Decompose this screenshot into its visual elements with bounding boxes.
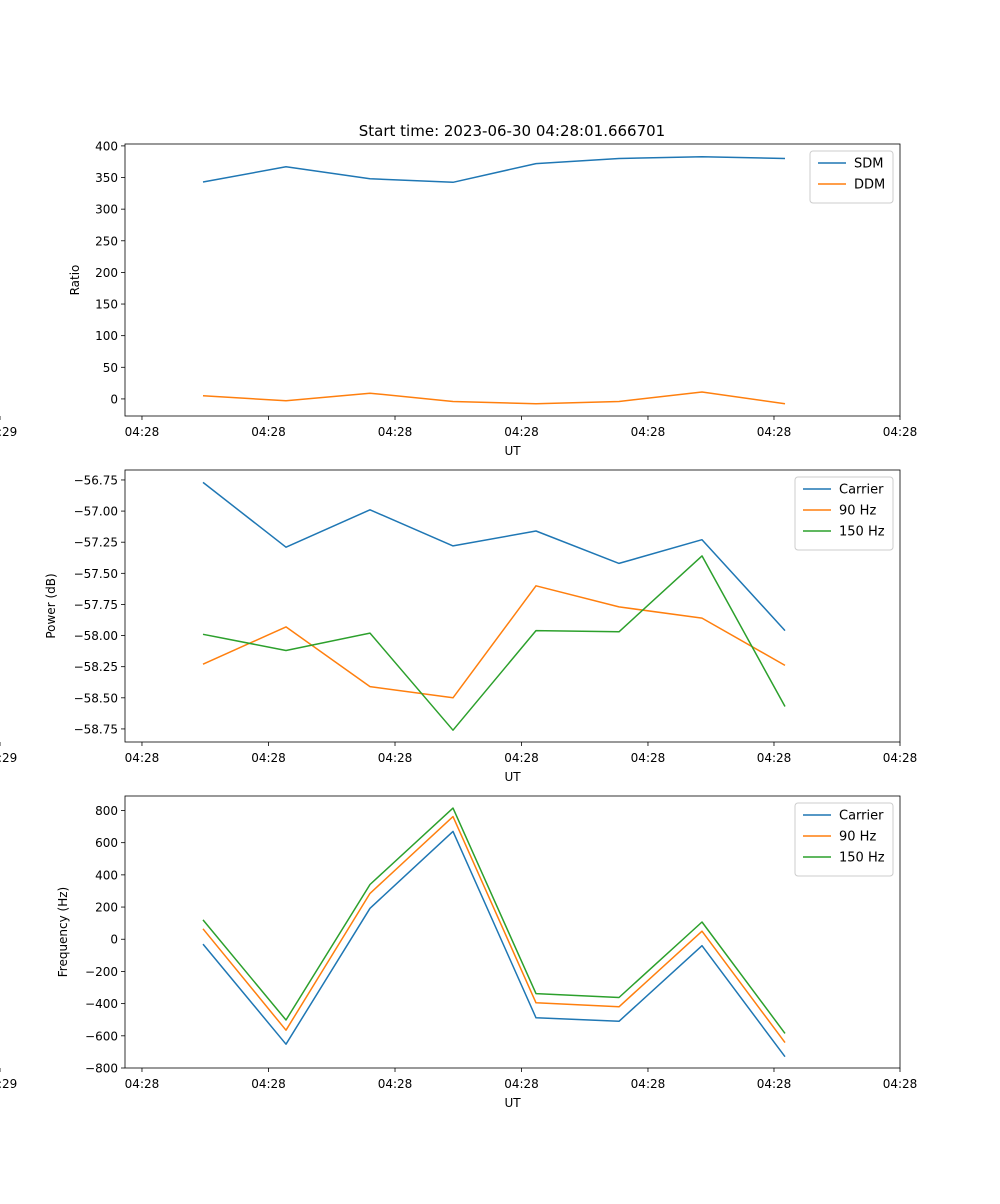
x-tick-label: 04:28 [125,1077,160,1091]
y-tick-label: −400 [85,997,118,1011]
axes-frame-2 [124,469,901,743]
y-axis-label: Frequency (Hz) [56,887,70,978]
legend-entry: Carrier [839,809,884,824]
series-line-150-hz [202,555,786,731]
legend-entry: 150 Hz [839,525,885,540]
y-tick-label: −57.50 [74,567,118,581]
legend-entry: SDM [854,157,883,172]
x-tick-label: 04:28 [757,751,792,765]
x-tick-label: 04:28 [631,751,666,765]
y-tick-label: −58.25 [74,660,118,674]
y-tick-label: −58.50 [74,691,118,705]
y-axis-label: Ratio [68,265,82,296]
legend-entry: DDM [854,178,885,193]
axes-frame-3 [124,795,901,1069]
y-tick-label: 0 [110,933,118,947]
y-tick-label: 250 [95,234,118,248]
series-line-carrier [202,830,786,1058]
x-tick-label: 04:28 [251,1077,286,1091]
y-tick-label: −57.75 [74,598,118,612]
y-axis-label: Power (dB) [44,573,58,638]
y-tick-label: −57.00 [74,505,118,519]
x-tick-label: 04:28 [757,425,792,439]
y-tick-label: 800 [95,804,118,818]
y-tick-label: 50 [103,361,118,375]
legend-box [809,150,894,204]
x-tick-label: 04:28 [883,751,918,765]
y-tick-label: 300 [95,203,118,217]
series-line-90-hz [202,815,786,1044]
y-tick-label: 400 [95,139,118,153]
series-line-sdm [202,155,786,184]
series-line-90-hz [202,585,786,699]
x-tick-label: 04:28 [378,1077,413,1091]
x-tick-label: 04:28 [504,425,539,439]
y-tick-label: 600 [95,836,118,850]
x-tick-label: 04:28 [883,425,918,439]
x-tick-label: 04:28 [378,751,413,765]
x-tick-label: 04:28 [631,1077,666,1091]
y-tick-label: 0 [110,392,118,406]
series-line-ddm [202,391,786,405]
y-tick-label: −56.75 [74,473,118,487]
x-tick-label: 04:28 [883,1077,918,1091]
y-tick-label: 400 [95,868,118,882]
x-tick-label: 04:28 [251,425,286,439]
y-tick-label: 200 [95,901,118,915]
y-tick-label: 200 [95,266,118,280]
y-tick-label: 100 [95,329,118,343]
x-tick-label: 04:28 [251,751,286,765]
x-axis-label: UT [504,444,521,458]
x-tick-label: 04:29 [0,751,17,765]
y-tick-label: −58.00 [74,629,118,643]
legend-entry: Carrier [839,483,884,498]
x-tick-label: 04:28 [125,751,160,765]
y-tick-label: −57.25 [74,536,118,550]
y-tick-label: 150 [95,298,118,312]
y-tick-label: −58.75 [74,722,118,736]
y-tick-label: −200 [85,965,118,979]
x-tick-label: 04:28 [504,751,539,765]
legend-entry: 90 Hz [839,504,876,519]
y-tick-label: 350 [95,171,118,185]
y-tick-label: −600 [85,1029,118,1043]
axes-frame-1 [124,143,901,417]
x-axis-label: UT [504,770,521,784]
legend-entry: 90 Hz [839,830,876,845]
x-tick-label: 04:28 [631,425,666,439]
x-tick-label: 04:28 [125,425,160,439]
x-axis-label: UT [504,1096,521,1110]
y-tick-label: −800 [85,1062,118,1076]
x-tick-label: 04:28 [378,425,413,439]
x-tick-label: 04:29 [0,1077,17,1091]
legend-entry: 150 Hz [839,851,885,866]
figure-title: Start time: 2023-06-30 04:28:01.666701 [359,122,665,140]
x-tick-label: 04:28 [504,1077,539,1091]
series-line-carrier [202,481,786,632]
x-tick-label: 04:28 [757,1077,792,1091]
x-tick-label: 04:29 [0,425,17,439]
series-line-150-hz [202,807,786,1034]
